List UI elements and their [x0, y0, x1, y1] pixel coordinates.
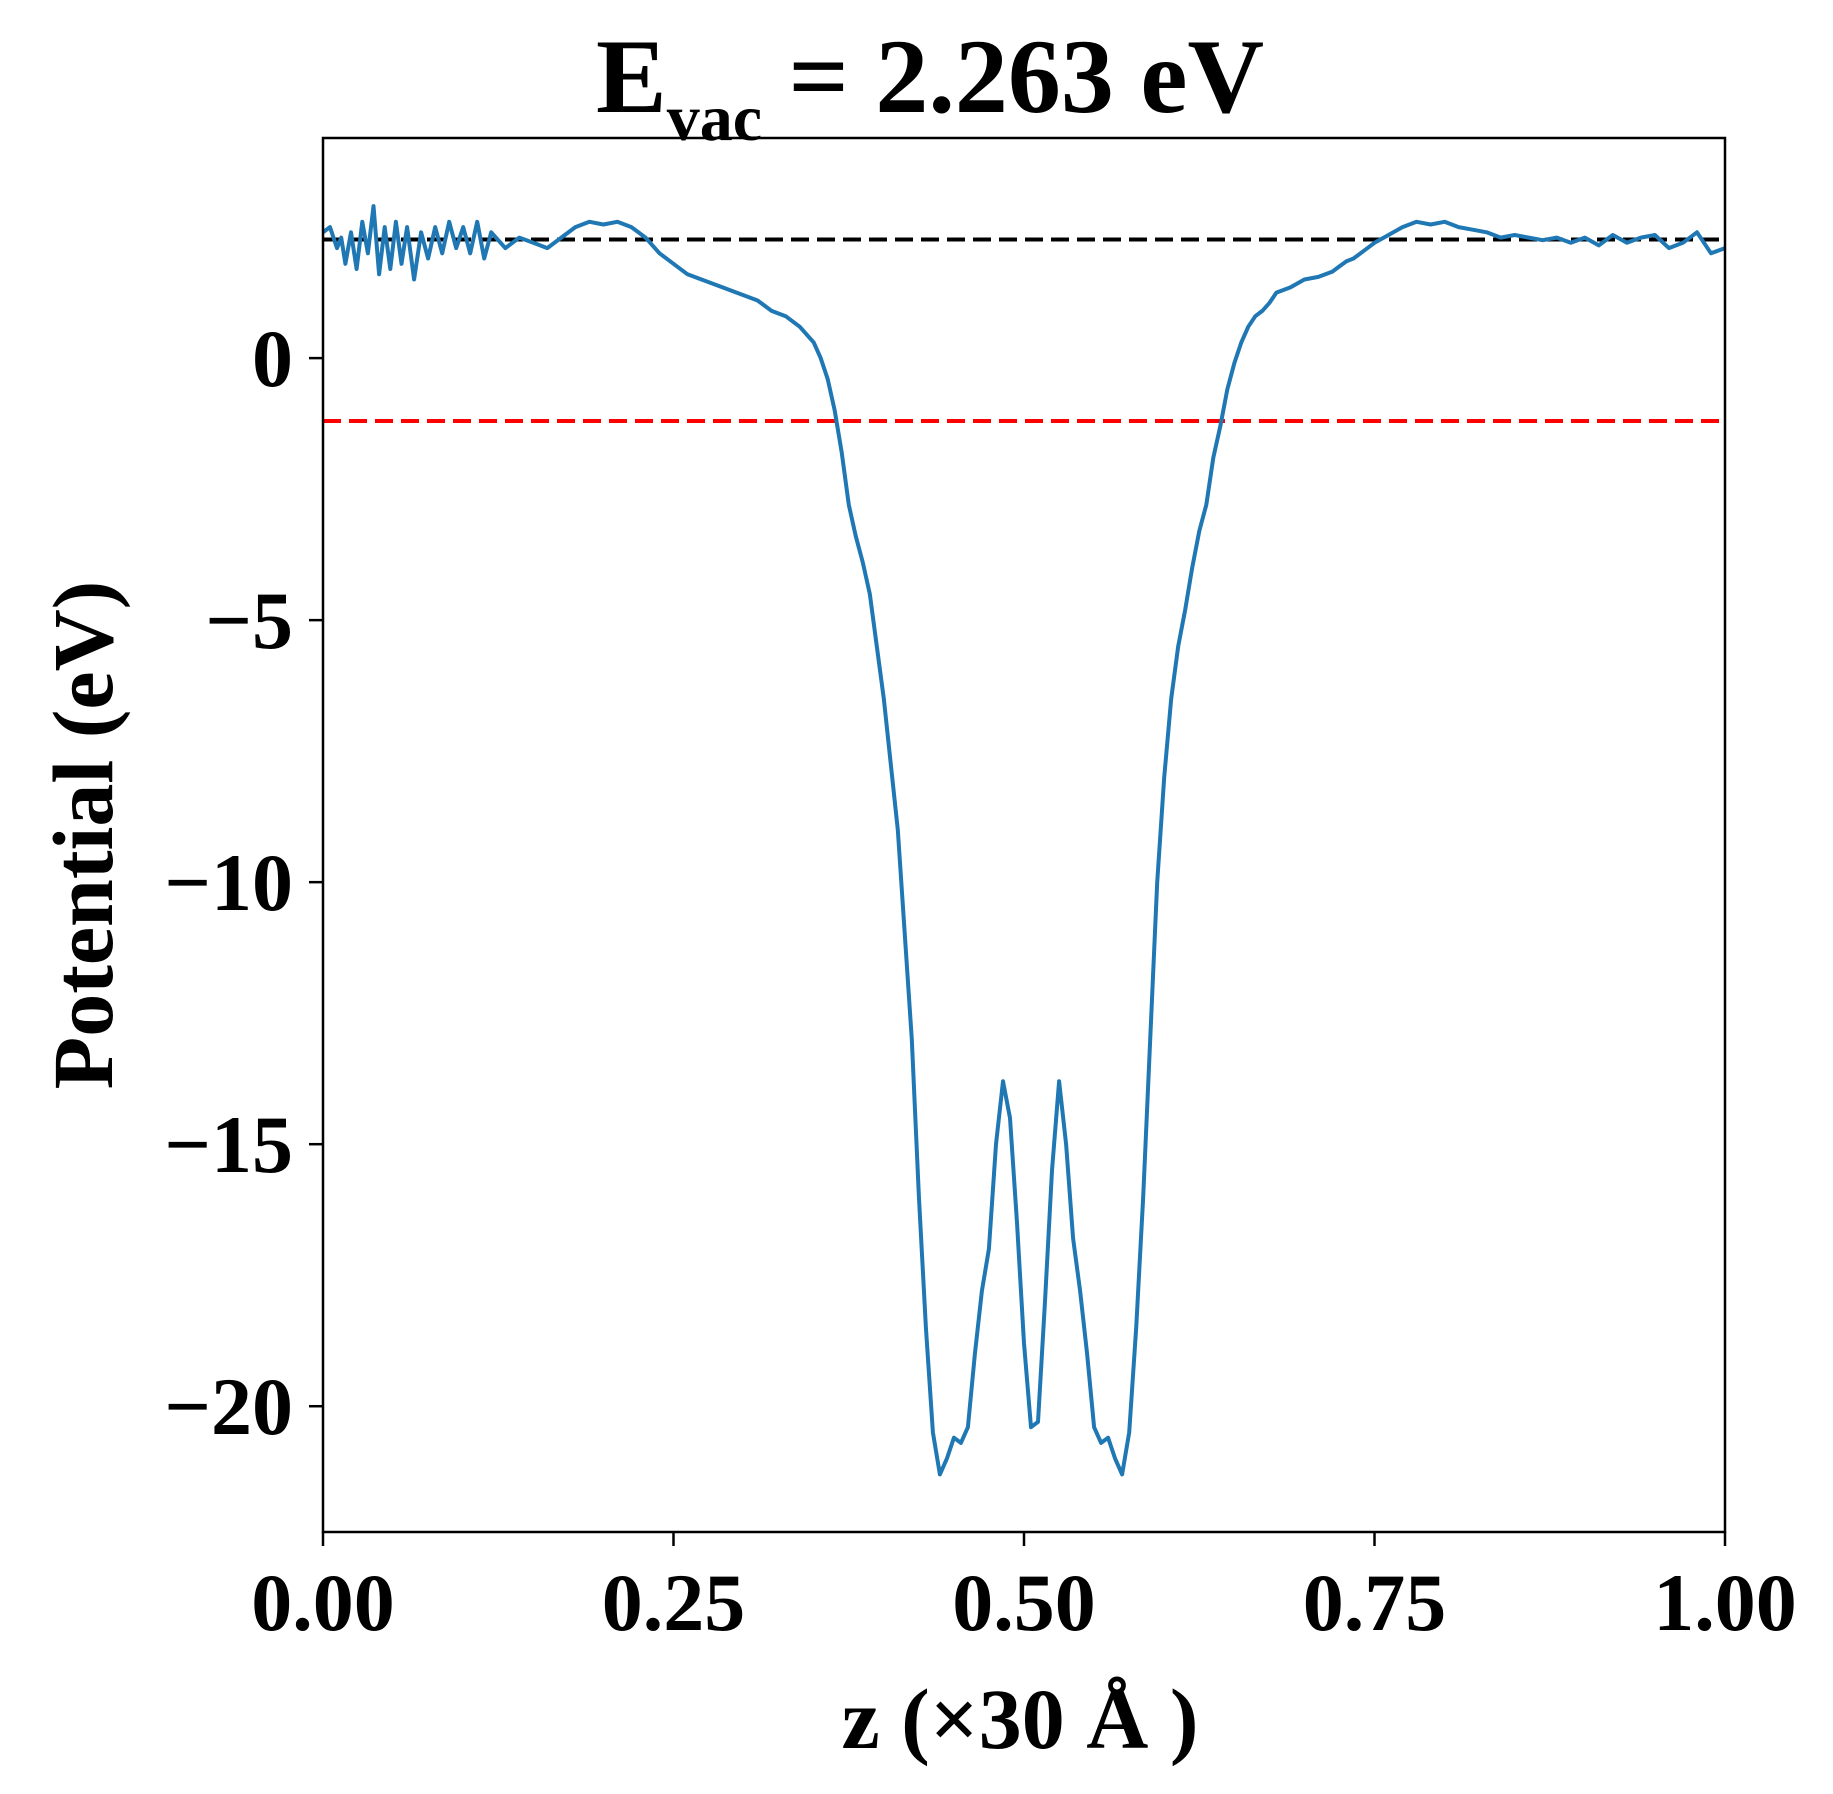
- title-subscript: vac: [667, 82, 762, 155]
- title-main: E: [596, 18, 667, 135]
- y-tick-label: 0: [252, 313, 293, 404]
- x-tick-label: 0.50: [952, 1557, 1096, 1648]
- x-tick-label: 0.00: [251, 1557, 395, 1648]
- plot-area: 0.00 0.25 0.50 0.75 1.00 0 −5 −10 −15 −20: [164, 136, 1797, 1648]
- y-tick-label: −5: [205, 575, 293, 666]
- y-axis-label: Potential (eV): [35, 581, 131, 1090]
- x-tick-label: 1.00: [1653, 1557, 1797, 1648]
- title-rest: = 2.263 eV: [762, 18, 1264, 135]
- x-axis-label: z (×30 Å ): [841, 1671, 1198, 1767]
- y-tick-label: −10: [164, 837, 293, 928]
- series-line-0: [321, 204, 1726, 1477]
- x-tick-label: 0.25: [602, 1557, 746, 1648]
- y-tick-label: −20: [164, 1361, 293, 1452]
- y-tick-label: −15: [164, 1099, 293, 1190]
- x-tick-label: 0.75: [1303, 1557, 1447, 1648]
- chart-title: Evac = 2.263 eV: [596, 18, 1264, 155]
